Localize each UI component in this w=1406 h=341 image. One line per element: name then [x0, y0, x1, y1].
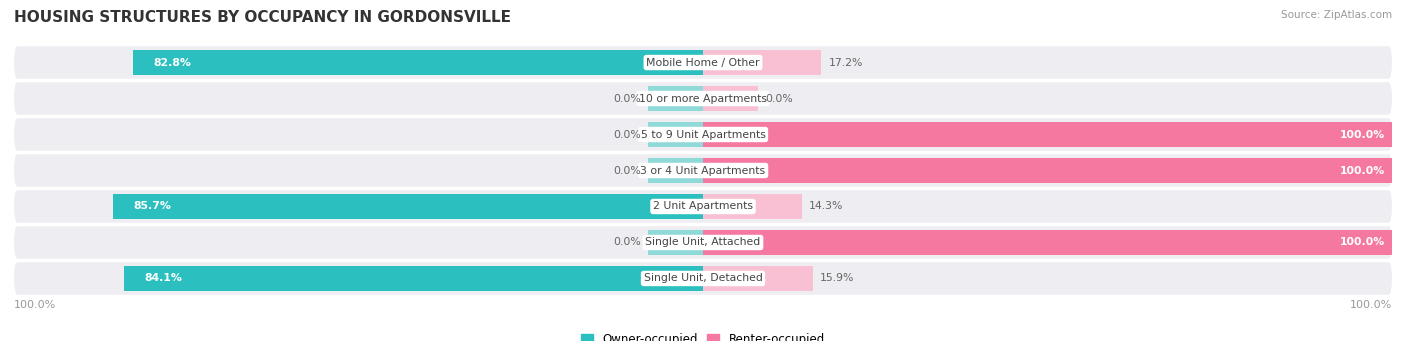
Text: 100.0%: 100.0%	[1340, 130, 1385, 139]
Text: 15.9%: 15.9%	[820, 273, 853, 283]
Text: 0.0%: 0.0%	[613, 93, 641, 104]
FancyBboxPatch shape	[14, 190, 1392, 223]
Text: 14.3%: 14.3%	[808, 202, 842, 211]
Bar	[703, 49, 821, 75]
FancyBboxPatch shape	[14, 118, 1392, 151]
Bar	[112, 194, 703, 220]
FancyBboxPatch shape	[14, 46, 1392, 79]
FancyBboxPatch shape	[14, 82, 1392, 115]
Bar	[648, 86, 703, 112]
Bar	[703, 266, 813, 292]
Text: 3 or 4 Unit Apartments: 3 or 4 Unit Apartments	[641, 165, 765, 176]
Bar	[648, 229, 703, 255]
Text: Single Unit, Detached: Single Unit, Detached	[644, 273, 762, 283]
Legend: Owner-occupied, Renter-occupied: Owner-occupied, Renter-occupied	[576, 329, 830, 341]
Text: 100.0%: 100.0%	[14, 300, 56, 310]
FancyBboxPatch shape	[14, 154, 1392, 187]
Bar	[124, 266, 703, 292]
Text: 84.1%: 84.1%	[145, 273, 183, 283]
Text: Mobile Home / Other: Mobile Home / Other	[647, 58, 759, 68]
Text: 0.0%: 0.0%	[765, 93, 793, 104]
Text: 5 to 9 Unit Apartments: 5 to 9 Unit Apartments	[641, 130, 765, 139]
Bar	[703, 229, 1392, 255]
Text: 100.0%: 100.0%	[1340, 237, 1385, 248]
Bar	[703, 158, 1392, 183]
Text: Single Unit, Attached: Single Unit, Attached	[645, 237, 761, 248]
Text: 100.0%: 100.0%	[1340, 165, 1385, 176]
Text: 0.0%: 0.0%	[613, 130, 641, 139]
Text: Source: ZipAtlas.com: Source: ZipAtlas.com	[1281, 10, 1392, 20]
Text: 2 Unit Apartments: 2 Unit Apartments	[652, 202, 754, 211]
Text: 10 or more Apartments: 10 or more Apartments	[638, 93, 768, 104]
Bar	[648, 121, 703, 147]
Text: HOUSING STRUCTURES BY OCCUPANCY IN GORDONSVILLE: HOUSING STRUCTURES BY OCCUPANCY IN GORDO…	[14, 10, 510, 25]
Bar	[132, 49, 703, 75]
Bar	[648, 158, 703, 183]
Text: 100.0%: 100.0%	[1350, 300, 1392, 310]
Text: 0.0%: 0.0%	[613, 165, 641, 176]
Text: 85.7%: 85.7%	[134, 202, 172, 211]
Text: 17.2%: 17.2%	[828, 58, 863, 68]
Bar	[703, 194, 801, 220]
Text: 82.8%: 82.8%	[153, 58, 191, 68]
Bar	[703, 86, 758, 112]
FancyBboxPatch shape	[14, 262, 1392, 295]
Text: 0.0%: 0.0%	[613, 237, 641, 248]
Bar	[703, 121, 1392, 147]
FancyBboxPatch shape	[14, 226, 1392, 259]
